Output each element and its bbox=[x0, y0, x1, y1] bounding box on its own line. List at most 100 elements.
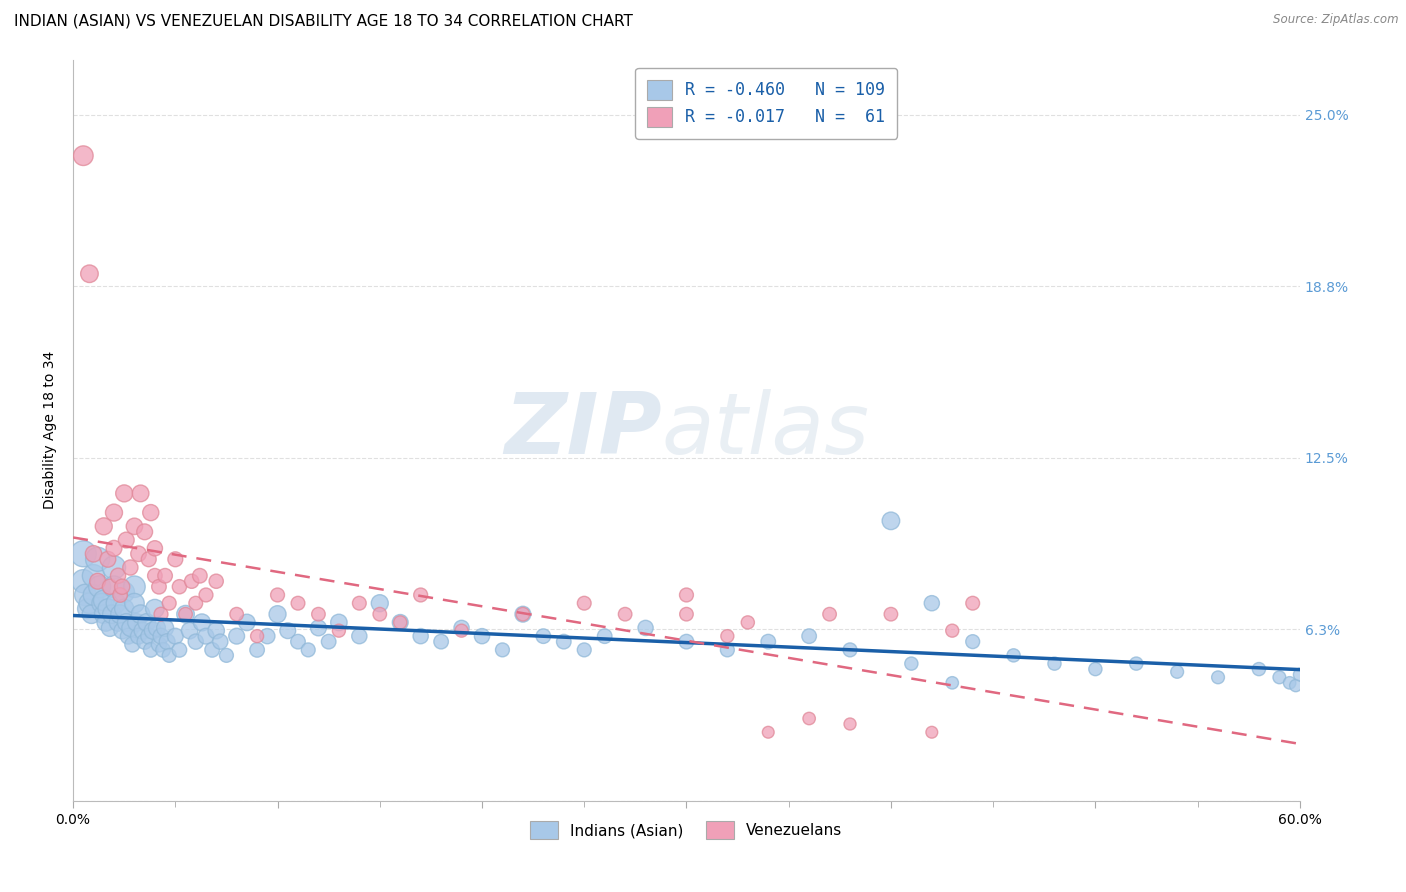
Point bbox=[76, 601, 98, 615]
Point bbox=[962, 634, 984, 648]
Point bbox=[83, 588, 105, 602]
Point bbox=[125, 615, 148, 630]
Point bbox=[205, 624, 228, 638]
Point bbox=[328, 615, 350, 630]
Point bbox=[1206, 670, 1229, 684]
Point bbox=[756, 634, 779, 648]
Point bbox=[72, 149, 94, 163]
Text: INDIAN (ASIAN) VS VENEZUELAN DISABILITY AGE 18 TO 34 CORRELATION CHART: INDIAN (ASIAN) VS VENEZUELAN DISABILITY … bbox=[14, 13, 633, 29]
Point bbox=[93, 607, 115, 622]
Point bbox=[143, 568, 166, 582]
Point bbox=[124, 580, 146, 594]
Point bbox=[180, 574, 202, 589]
Point bbox=[115, 533, 138, 547]
Point bbox=[634, 621, 657, 635]
Point bbox=[1125, 657, 1147, 671]
Text: Source: ZipAtlas.com: Source: ZipAtlas.com bbox=[1274, 13, 1399, 27]
Point bbox=[174, 607, 197, 622]
Point bbox=[120, 621, 142, 635]
Point bbox=[165, 552, 187, 566]
Point bbox=[1084, 662, 1107, 676]
Point bbox=[111, 580, 134, 594]
Point bbox=[152, 643, 174, 657]
Point bbox=[839, 717, 862, 731]
Point bbox=[389, 615, 412, 630]
Point bbox=[94, 615, 117, 630]
Point bbox=[107, 615, 129, 630]
Point bbox=[1166, 665, 1188, 679]
Point bbox=[328, 624, 350, 638]
Point bbox=[103, 580, 125, 594]
Text: atlas: atlas bbox=[662, 389, 870, 472]
Point bbox=[83, 568, 105, 582]
Point bbox=[134, 634, 156, 648]
Point bbox=[90, 596, 112, 610]
Point bbox=[83, 547, 105, 561]
Point bbox=[471, 629, 494, 643]
Point bbox=[880, 514, 903, 528]
Point bbox=[143, 601, 166, 615]
Point bbox=[129, 607, 152, 622]
Point bbox=[101, 607, 124, 622]
Point bbox=[195, 588, 218, 602]
Point bbox=[921, 725, 943, 739]
Point bbox=[287, 634, 309, 648]
Point bbox=[266, 607, 288, 622]
Point bbox=[797, 629, 820, 643]
Point bbox=[191, 615, 214, 630]
Point bbox=[148, 580, 170, 594]
Point bbox=[150, 629, 173, 643]
Point bbox=[880, 607, 903, 622]
Point bbox=[675, 607, 697, 622]
Point bbox=[307, 607, 329, 622]
Point bbox=[450, 621, 472, 635]
Point bbox=[818, 607, 841, 622]
Text: ZIP: ZIP bbox=[505, 389, 662, 472]
Point bbox=[139, 506, 162, 520]
Point bbox=[593, 629, 616, 643]
Point bbox=[86, 574, 108, 589]
Point bbox=[153, 621, 176, 635]
Point bbox=[900, 657, 922, 671]
Point bbox=[675, 634, 697, 648]
Point bbox=[79, 596, 101, 610]
Point bbox=[553, 634, 575, 648]
Point bbox=[389, 615, 412, 630]
Point bbox=[103, 541, 125, 556]
Point bbox=[349, 629, 371, 643]
Point bbox=[72, 574, 94, 589]
Point bbox=[266, 588, 288, 602]
Point bbox=[277, 624, 299, 638]
Point bbox=[150, 607, 173, 622]
Point bbox=[512, 607, 534, 622]
Point bbox=[941, 675, 963, 690]
Point bbox=[80, 607, 103, 622]
Point bbox=[409, 629, 432, 643]
Point bbox=[1285, 679, 1308, 693]
Point bbox=[89, 580, 111, 594]
Point bbox=[962, 596, 984, 610]
Point bbox=[97, 552, 120, 566]
Point bbox=[716, 629, 738, 643]
Point bbox=[112, 585, 135, 599]
Point bbox=[86, 552, 108, 566]
Point bbox=[121, 637, 143, 651]
Point bbox=[79, 267, 101, 281]
Point bbox=[287, 596, 309, 610]
Point bbox=[111, 624, 134, 638]
Point bbox=[134, 524, 156, 539]
Point bbox=[169, 643, 191, 657]
Point bbox=[169, 580, 191, 594]
Point bbox=[921, 596, 943, 610]
Point bbox=[174, 607, 197, 622]
Point bbox=[531, 629, 554, 643]
Point bbox=[135, 615, 157, 630]
Point bbox=[1247, 662, 1270, 676]
Point bbox=[128, 629, 150, 643]
Point bbox=[409, 588, 432, 602]
Point bbox=[368, 596, 391, 610]
Point bbox=[450, 624, 472, 638]
Point bbox=[1268, 670, 1291, 684]
Legend: Indians (Asian), Venezuelans: Indians (Asian), Venezuelans bbox=[524, 815, 849, 845]
Point bbox=[1288, 667, 1310, 681]
